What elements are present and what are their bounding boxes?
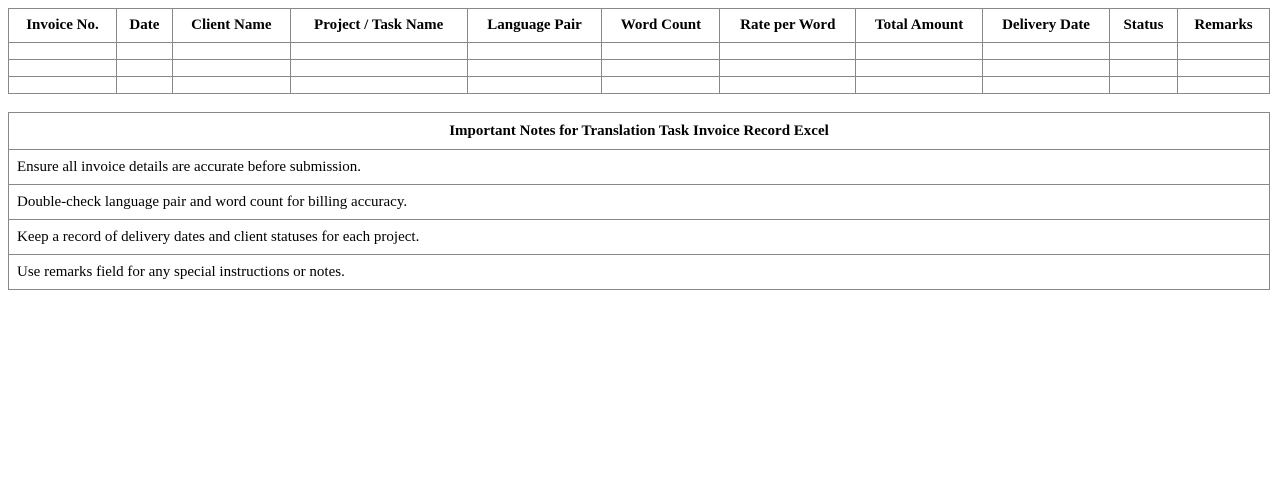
table-cell[interactable] <box>855 59 984 77</box>
table-cell[interactable] <box>982 59 1110 77</box>
table-cell[interactable] <box>719 59 857 77</box>
table-cell[interactable] <box>982 76 1110 94</box>
column-header: Date <box>115 8 173 43</box>
table-cell[interactable] <box>115 42 173 60</box>
table-row <box>8 42 1271 60</box>
note-row: Keep a record of delivery dates and clie… <box>8 219 1270 255</box>
table-cell[interactable] <box>601 76 721 94</box>
table-cell[interactable] <box>719 42 857 60</box>
table-cell[interactable] <box>8 59 117 77</box>
note-item: Use remarks field for any special instru… <box>8 254 1270 290</box>
table-cell[interactable] <box>982 42 1110 60</box>
table-cell[interactable] <box>466 76 603 94</box>
table-row <box>8 76 1271 94</box>
column-header: Project / Task Name <box>289 8 468 43</box>
column-header: Invoice No. <box>8 8 117 43</box>
column-header: Total Amount <box>855 8 984 43</box>
notes-table: Important Notes for Translation Task Inv… <box>8 112 1270 290</box>
table-cell[interactable] <box>466 42 603 60</box>
column-header: Client Name <box>171 8 291 43</box>
table-cell[interactable] <box>1108 42 1178 60</box>
note-item: Keep a record of delivery dates and clie… <box>8 219 1270 255</box>
table-cell[interactable] <box>1176 59 1271 77</box>
notes-title: Important Notes for Translation Task Inv… <box>8 112 1270 150</box>
note-item: Double-check language pair and word coun… <box>8 184 1270 220</box>
table-cell[interactable] <box>289 59 468 77</box>
table-cell[interactable] <box>289 42 468 60</box>
table-cell[interactable] <box>855 42 984 60</box>
column-header: Remarks <box>1176 8 1271 43</box>
table-row <box>8 59 1271 77</box>
table-cell[interactable] <box>466 59 603 77</box>
column-header: Delivery Date <box>982 8 1110 43</box>
invoice-table: Invoice No. Date Client Name Project / Task… <box>8 8 1271 94</box>
table-cell[interactable] <box>115 59 173 77</box>
note-row: Use remarks field for any special instru… <box>8 254 1270 290</box>
table-cell[interactable] <box>601 42 721 60</box>
page: Invoice No. Date Client Name Project / Task… <box>8 8 1271 290</box>
table-cell[interactable] <box>171 59 291 77</box>
column-header: Word Count <box>601 8 721 43</box>
column-header: Status <box>1108 8 1178 43</box>
table-cell[interactable] <box>289 76 468 94</box>
table-cell[interactable] <box>1176 42 1271 60</box>
table-cell[interactable] <box>1108 76 1178 94</box>
table-cell[interactable] <box>1176 76 1271 94</box>
table-cell[interactable] <box>8 76 117 94</box>
note-item: Ensure all invoice details are accurate … <box>8 149 1270 185</box>
column-header: Rate per Word <box>719 8 857 43</box>
table-cell[interactable] <box>601 59 721 77</box>
note-row: Double-check language pair and word coun… <box>8 184 1270 220</box>
column-header: Language Pair <box>466 8 603 43</box>
table-cell[interactable] <box>719 76 857 94</box>
table-cell[interactable] <box>8 42 117 60</box>
table-cell[interactable] <box>115 76 173 94</box>
table-cell[interactable] <box>171 76 291 94</box>
table-cell[interactable] <box>171 42 291 60</box>
header-row: Invoice No. Date Client Name Project / Task… <box>8 8 1271 43</box>
table-cell[interactable] <box>855 76 984 94</box>
note-row: Ensure all invoice details are accurate … <box>8 149 1270 185</box>
table-cell[interactable] <box>1108 59 1178 77</box>
